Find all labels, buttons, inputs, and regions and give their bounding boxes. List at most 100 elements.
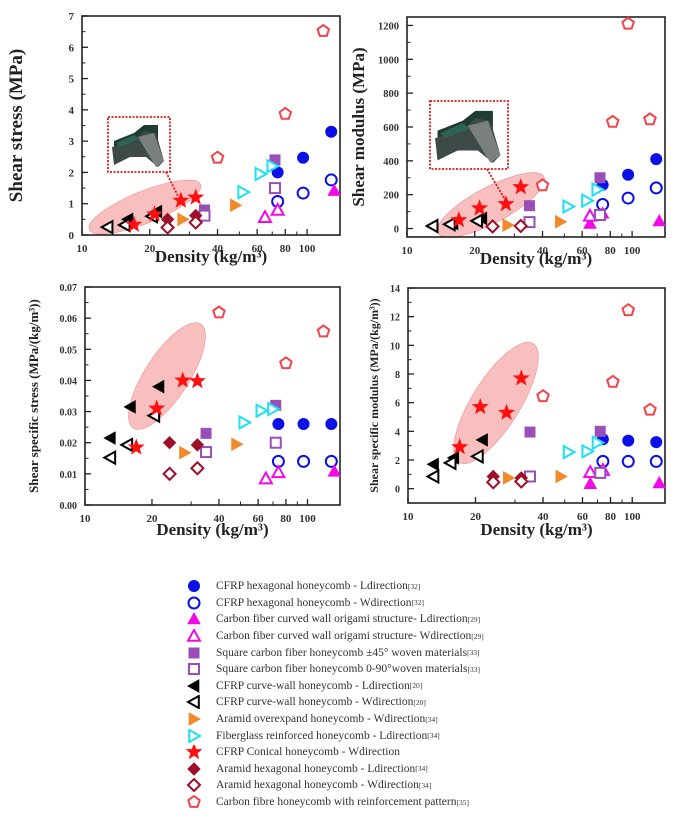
x-axis-label: Density (kg/m³) [155, 247, 267, 266]
data-point-fiberglass_L [591, 435, 606, 451]
triangle-right-marker-icon [188, 712, 202, 726]
y-tick-label: 0.02 [60, 439, 78, 450]
y-tick-label: 0.01 [60, 470, 78, 481]
data-point-cfrp_conical_W [187, 188, 205, 205]
diamond-marker-icon [186, 778, 202, 793]
y-tick-label: 4 [69, 105, 75, 117]
inset-connector [486, 168, 511, 209]
data-point-cf_reinforced [643, 112, 657, 126]
data-point-cfrp_hex_L [325, 125, 338, 138]
legend-item-cf_origami_W: Carbon fiber curved wall origami structu… [186, 628, 666, 645]
y-tick-label: 0 [395, 485, 400, 496]
series-cfrp_hex_L [272, 418, 338, 431]
x-tick-label: 80 [605, 511, 617, 523]
plot-frame [407, 287, 666, 504]
data-point-cfrp_hex_L [622, 434, 635, 447]
x-tick-label: 20 [469, 245, 481, 257]
highlight-ellipse [128, 322, 206, 430]
x-tick-label: 100 [624, 245, 641, 257]
data-point-sq_cf_090 [593, 209, 606, 221]
data-point-cf_origami_W [582, 464, 598, 478]
y-tick-label: 3 [69, 136, 75, 148]
x-tick-label: 60 [577, 245, 589, 257]
data-point-cf_reinforced [279, 356, 293, 370]
data-point-cfrp_curve_L [123, 400, 136, 414]
series-fiberglass_L [238, 401, 282, 431]
data-point-cfrp_hex_L [650, 153, 663, 166]
data-point-sq_cf_090 [523, 216, 536, 229]
y-axis-label: Shear stress (MPa) [6, 49, 27, 202]
legend-reference: [34] [425, 714, 438, 724]
data-point-cfrp_conical_W [172, 191, 190, 208]
legend-marker [186, 629, 202, 642]
series-sq_cf_090 [523, 209, 606, 229]
triangle-right-marker-icon [188, 728, 202, 743]
data-point-cfrp_curve_W [424, 218, 439, 234]
diamond-marker-icon [187, 762, 201, 776]
data-point-aramid_hex_W [160, 220, 176, 235]
series-fiberglass_L [562, 435, 606, 460]
series-aramid_hex_W [162, 460, 205, 482]
data-point-aramid_hex_W [188, 215, 204, 230]
x-axis-label: Density (kg/m³) [156, 520, 268, 539]
legend-item-cfrp_conical_W: CFRP Conical honeycomb - Wdirection [186, 744, 666, 761]
data-point-cf_reinforced [278, 106, 293, 120]
legend-item-cfrp_curve_W: CFRP curve-wall honeycomb - Wdirection [2… [186, 694, 666, 711]
data-point-cfrp_curve_L [426, 457, 439, 472]
data-point-cfrp_curve_W [102, 449, 117, 466]
data-point-cfrp_conical_W [512, 178, 530, 195]
y-tick-label: 0 [69, 230, 75, 242]
data-point-aramid_overexpand_W [555, 214, 568, 229]
series-cfrp_hex_W [271, 173, 338, 209]
data-point-cf_origami_W [582, 207, 598, 222]
legend-marker [188, 580, 200, 593]
data-point-cfrp_hex_L [272, 418, 285, 431]
y-tick-label: 2 [69, 167, 75, 179]
legend-item-aramid_hex_L: Aramid hexagonal honeycomb - Ldirection[… [186, 761, 666, 778]
legend-label: CFRP curve-wall honeycomb - Wdirection [216, 696, 414, 709]
y-axis-label: Shear specific modulus (MPa/(kg/m³)) [367, 298, 381, 492]
y-tick-label: 400 [383, 157, 399, 168]
data-point-sq_cf_45 [524, 426, 536, 438]
legend-reference: [29] [471, 631, 484, 641]
x-tick-label: 60 [252, 243, 264, 255]
data-point-cfrp_hex_L [325, 418, 338, 431]
data-point-aramid_overexpand_W [502, 218, 515, 233]
legend-item-sq_cf_090: Square carbon fiber honeycomb 0-90°woven… [186, 661, 666, 678]
x-tick-label: 40 [212, 243, 224, 255]
x-tick-label: 20 [146, 513, 158, 525]
data-point-fiberglass_L [266, 158, 281, 174]
triangle-left-marker-icon [186, 679, 200, 693]
data-point-aramid_overexpand_W [179, 445, 192, 460]
series-aramid_hex_W [160, 215, 204, 235]
inset-photo [429, 100, 511, 209]
y-tick-label: 200 [383, 191, 399, 202]
data-point-fiberglass_L [238, 414, 253, 431]
data-point-cf_origami_L [327, 464, 342, 477]
y-axis-label: Shear specific stress (MPa/(kg/m³)) [26, 299, 41, 493]
x-tick-label: 10 [403, 511, 415, 523]
y-tick-label: 0.04 [60, 376, 78, 387]
data-point-aramid_overexpand_W [230, 198, 243, 213]
legend-reference: [32] [411, 598, 424, 608]
x-tick-label: 10 [80, 513, 92, 525]
y-tick-label: 12 [390, 313, 400, 324]
legend-marker [186, 695, 200, 710]
y-tick-label: 5 [69, 74, 75, 86]
legend-label: Carbon fiber curved wall origami structu… [216, 613, 468, 626]
pentagon-marker-icon [187, 795, 201, 808]
data-point-sq_cf_090 [269, 436, 282, 449]
data-point-fiberglass_L [591, 181, 606, 198]
y-tick-label: 6 [395, 399, 400, 410]
legend-item-fiberglass_L: Fiberglass reinforced honeycomb - Ldirec… [186, 727, 666, 744]
y-tick-label: 4 [395, 427, 400, 438]
data-point-cf_reinforced [621, 302, 636, 317]
y-tick-label: 8 [395, 370, 400, 381]
y-tick-label: 7 [69, 11, 75, 23]
data-point-cfrp_conical_W [512, 369, 530, 386]
series-cf_origami_L [327, 183, 342, 196]
data-point-cf_reinforced [535, 178, 550, 192]
legend-reference: [35] [456, 797, 469, 807]
data-point-cf_reinforced [316, 23, 331, 37]
